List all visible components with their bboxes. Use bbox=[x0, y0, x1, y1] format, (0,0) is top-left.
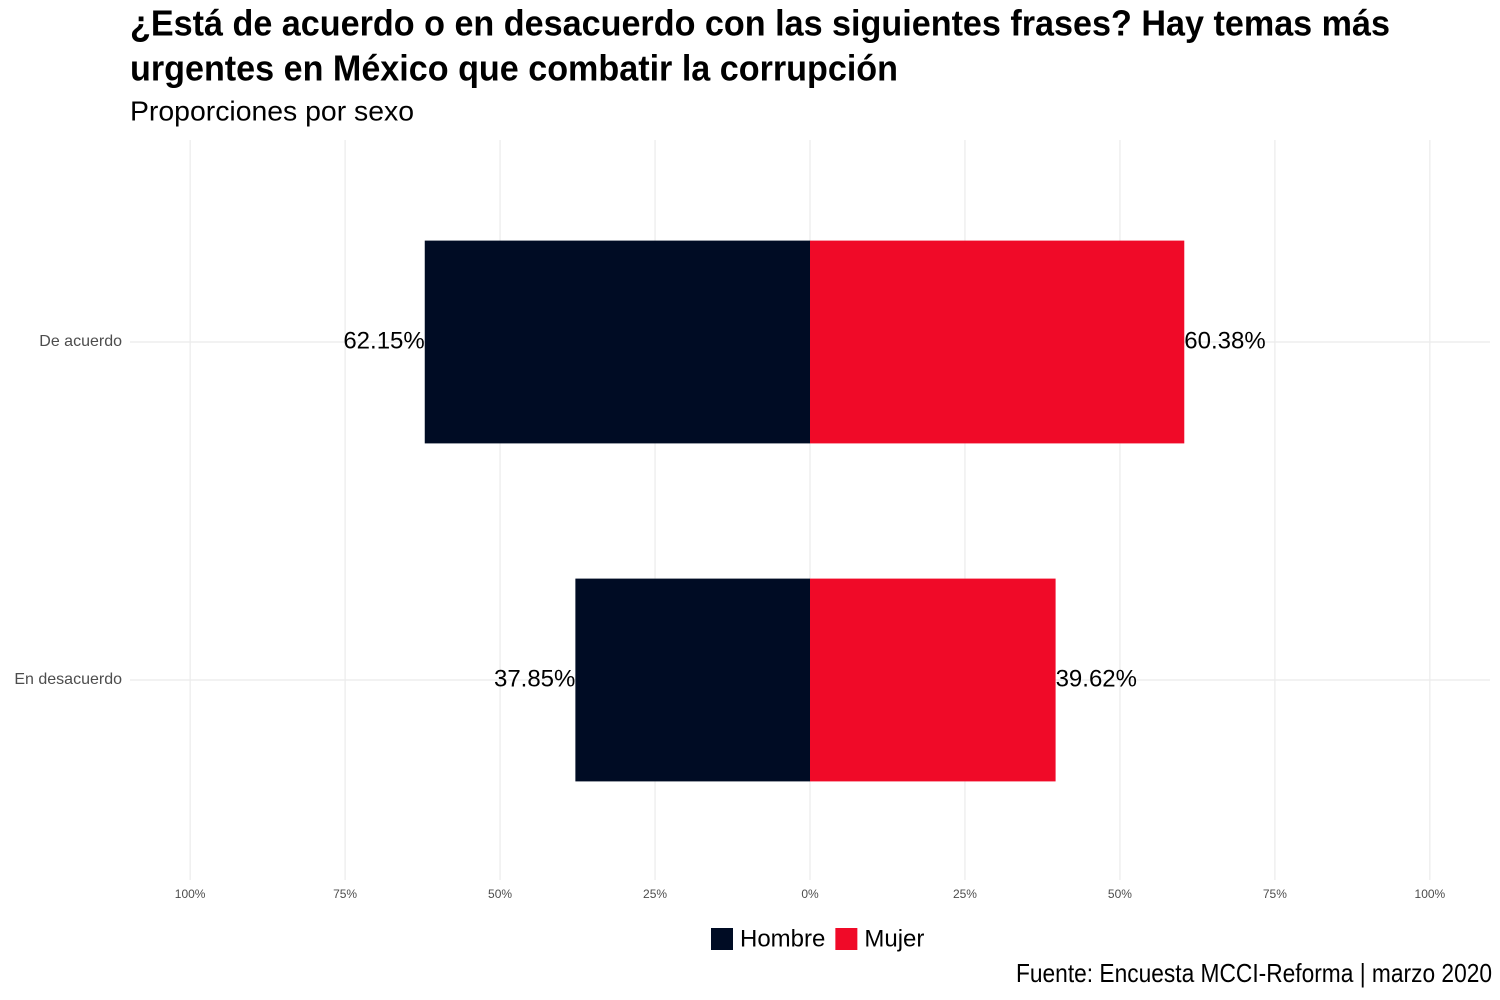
y-tick-label: En desacuerdo bbox=[14, 671, 122, 688]
bar bbox=[575, 578, 810, 782]
x-tick-label: 75% bbox=[333, 887, 357, 901]
x-tick-label: 100% bbox=[175, 887, 206, 901]
data-label: 60.38% bbox=[1184, 327, 1265, 354]
bar bbox=[424, 240, 810, 444]
legend-swatch bbox=[711, 928, 733, 950]
chart-title: urgentes en México que combatir la corru… bbox=[130, 48, 898, 89]
legend-swatch bbox=[835, 928, 858, 950]
bar bbox=[810, 578, 1056, 782]
bar bbox=[810, 240, 1185, 444]
x-tick-label: 100% bbox=[1415, 887, 1446, 901]
data-label: 37.85% bbox=[494, 665, 575, 692]
chart-title: ¿Está de acuerdo o en desacuerdo con las… bbox=[130, 3, 1390, 44]
x-tick-label: 0% bbox=[801, 887, 819, 901]
caption: Fuente: Encuesta MCCI-Reforma | marzo 20… bbox=[1016, 958, 1492, 988]
data-label: 39.62% bbox=[1056, 665, 1137, 692]
data-label: 62.15% bbox=[343, 327, 424, 354]
chart-subtitle: Proporciones por sexo bbox=[130, 95, 414, 126]
x-tick-label: 50% bbox=[488, 887, 512, 901]
legend-label: Hombre bbox=[740, 925, 825, 952]
legend-label: Mujer bbox=[864, 925, 924, 952]
x-tick-label: 25% bbox=[953, 887, 977, 901]
x-tick-label: 50% bbox=[1108, 887, 1132, 901]
x-tick-label: 75% bbox=[1263, 887, 1287, 901]
x-tick-label: 25% bbox=[643, 887, 667, 901]
y-tick-label: De acuerdo bbox=[39, 333, 122, 350]
